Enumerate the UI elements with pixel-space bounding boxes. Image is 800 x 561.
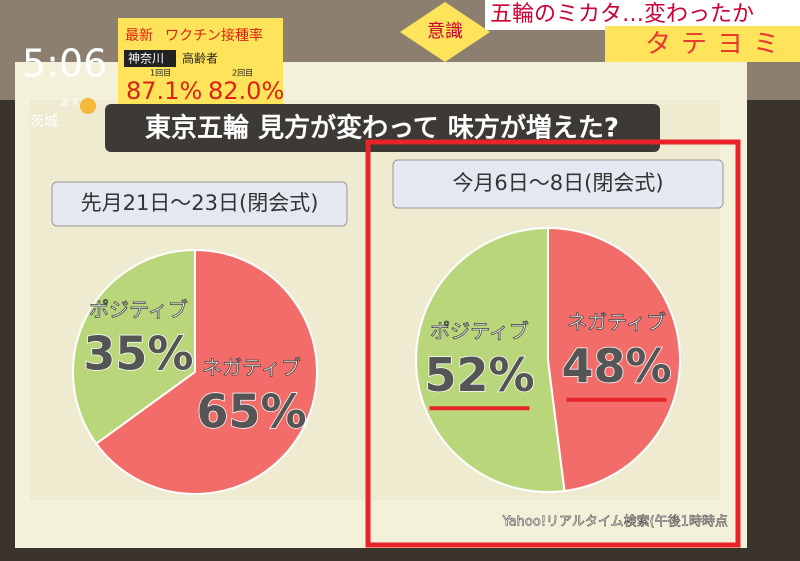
vaccine-title: ワクチン接種率 — [165, 27, 263, 44]
slice-value: 48% — [561, 339, 671, 393]
slice-value: 52% — [424, 348, 534, 402]
corner: タテヨミ — [645, 30, 789, 60]
slice-name: ポジティブ — [430, 319, 529, 343]
vaccine-group: 高齢者 — [182, 51, 218, 66]
clock: 5:06 — [22, 42, 107, 86]
tag: 意識 — [427, 21, 463, 42]
pie-slice — [547, 226, 681, 493]
region-box — [124, 50, 176, 67]
dose1: 87.1% — [126, 77, 202, 105]
chart-title-box — [392, 159, 724, 209]
weather-place: 茨城 — [30, 114, 58, 130]
weather-day: あす — [60, 97, 80, 109]
pie-slice — [415, 226, 566, 493]
slice-name: ポジティブ — [89, 298, 188, 322]
slice-value: 35% — [83, 327, 193, 381]
corner-bar — [605, 26, 800, 62]
vaccine-label: 最新 — [125, 28, 153, 44]
vaccine-region: 神奈川 — [128, 52, 164, 66]
chart-title: 今月6日～8日(閉会式) — [452, 171, 663, 195]
pie-slice — [94, 248, 318, 495]
source: Yahoo!リアルタイム検索(午後1時時点 — [502, 515, 728, 530]
pie-slice — [72, 248, 196, 446]
slice-name: ネガティブ — [202, 355, 301, 379]
slice-value: 65% — [196, 384, 306, 438]
chart-title: 先月21日～23日(閉会式) — [81, 191, 319, 215]
highlight-frame — [365, 139, 741, 548]
dose2: 82.0% — [208, 77, 284, 105]
title: 東京五輪 見方が変わって 味方が増えた? — [145, 113, 619, 144]
headline-bar — [485, 0, 800, 30]
dose2-label: 2回目 — [232, 69, 253, 78]
headline: 五輪のミカタ…変わったか — [490, 2, 754, 27]
dose1-label: 1回目 — [150, 69, 171, 78]
tag-diamond — [400, 2, 490, 62]
slice-name: ネガティブ — [567, 310, 666, 334]
chart-title-box — [51, 181, 348, 227]
weather-icon — [80, 98, 96, 114]
